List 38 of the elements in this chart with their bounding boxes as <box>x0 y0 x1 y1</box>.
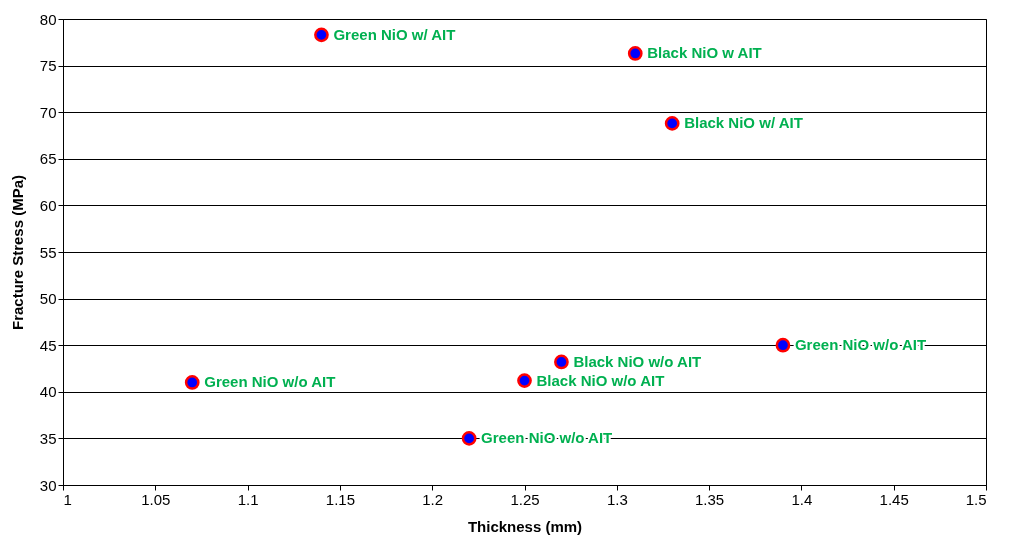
x-tick-label: 1.5 <box>965 490 987 508</box>
point <box>314 27 329 43</box>
x-tick-label: 1.1 <box>237 490 259 508</box>
x-tick-label: 1.15 <box>325 490 355 508</box>
point <box>461 431 477 446</box>
x-tick-label: 1.05 <box>141 490 171 508</box>
x-tick-label: 1.4 <box>791 490 813 508</box>
point <box>554 354 569 370</box>
point <box>184 375 200 390</box>
x-tick-label: 1.3 <box>606 490 628 508</box>
y-tick-label: 70 <box>39 103 57 121</box>
y-tick-label: 45 <box>39 336 57 354</box>
x-tick-label: 1.35 <box>695 490 725 508</box>
x-tick-label: 1.2 <box>422 490 444 508</box>
annotation: Green NiO w/ AIT <box>333 25 456 43</box>
y-tick-label: 55 <box>39 243 57 261</box>
y-tick-label: 80 <box>39 10 57 28</box>
x-axis-title: Thickness (mm) <box>467 517 583 535</box>
x-tick-label: 1 <box>63 490 72 508</box>
x-tick-label: 1.45 <box>879 490 909 508</box>
y-tick-label: 65 <box>39 150 57 168</box>
y-tick-label: 30 <box>39 476 57 494</box>
point <box>627 46 643 61</box>
y-tick-label: 75 <box>39 57 57 75</box>
annotation: Black NiO w/o AIT <box>573 352 702 370</box>
y-tick-label: 60 <box>39 196 57 214</box>
annotation: Black NiO w AIT <box>647 44 762 62</box>
point <box>664 116 680 131</box>
annotation: Black NiO w/ AIT <box>684 114 803 132</box>
y-tick-label: 50 <box>39 290 57 308</box>
y-axis-title: Fracture Stress (MPa) <box>8 174 26 331</box>
annotation: Green NiO w/o AIT <box>204 373 336 391</box>
x-tick-label: 1.25 <box>510 490 540 508</box>
annotation: Black NiO w/o AIT <box>536 371 665 389</box>
point <box>517 373 532 388</box>
point <box>775 337 791 353</box>
y-tick-label: 40 <box>39 383 57 401</box>
y-tick-label: 35 <box>39 429 57 447</box>
